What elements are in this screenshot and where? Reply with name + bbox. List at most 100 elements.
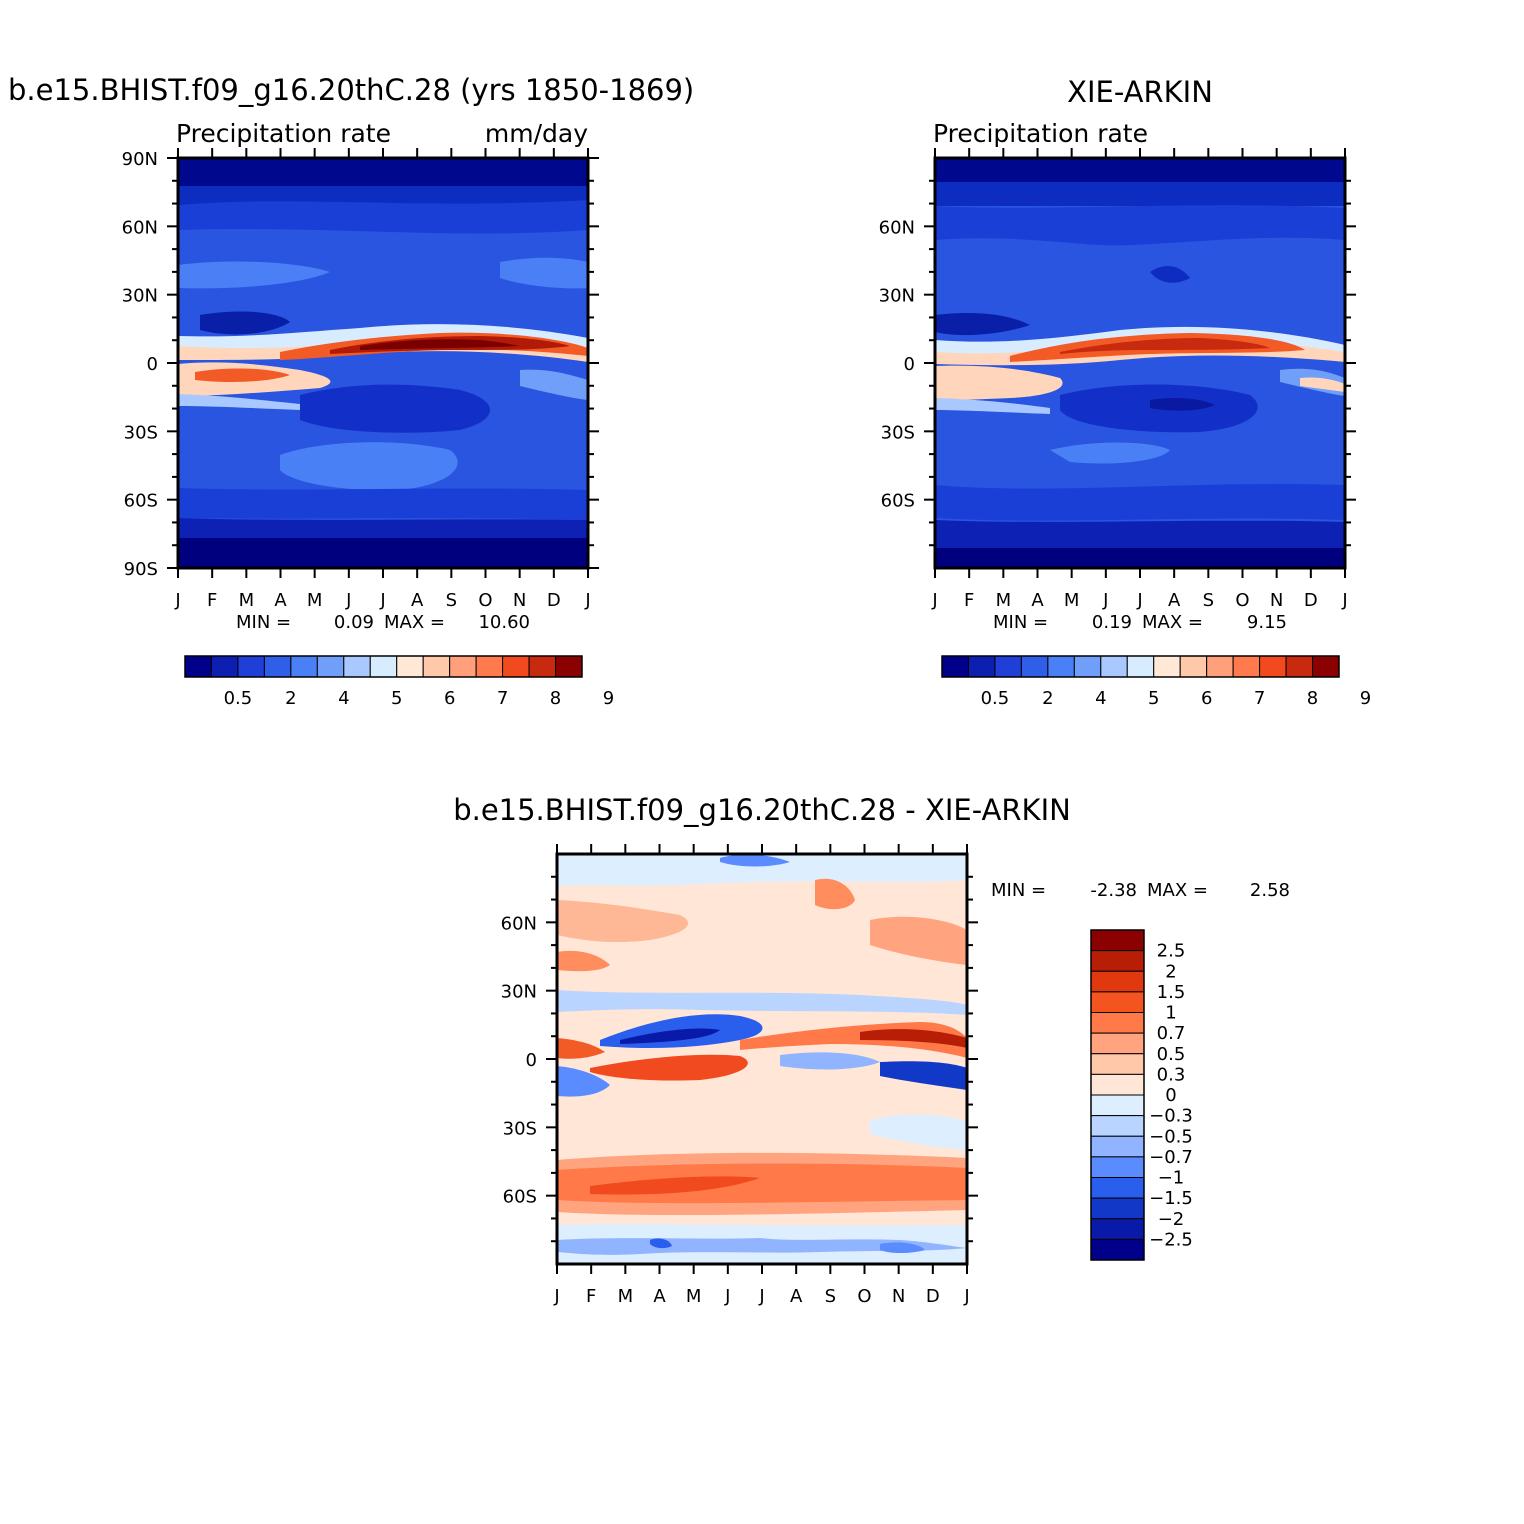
colorbar-label: 2 (1165, 961, 1176, 982)
y-tick-label: 60S (503, 1187, 537, 1208)
colorbar-swatch (1090, 1053, 1145, 1075)
colorbar-swatch (1090, 950, 1145, 972)
colorbar-label: 4 (1095, 688, 1106, 709)
x-tick-label: S (825, 1286, 836, 1307)
colorbar-swatch (1232, 655, 1261, 678)
model-colorbar: 0.5 2 4 5 6 7 8 9 (184, 655, 614, 709)
colorbar-swatch (343, 655, 371, 678)
x-tick-label: J (963, 1286, 969, 1307)
y-tick-label: 60N (501, 913, 537, 934)
obs-colorbar: 0.5 2 4 5 6 7 8 9 (941, 655, 1371, 709)
diff-stats: MIN = -2.38 MAX = 2.58 (991, 880, 1290, 901)
diff-title: b.e15.BHIST.f09_g16.20thC.28 - XIE-ARKIN (453, 793, 1071, 827)
colorbar-frame (941, 655, 1340, 678)
colorbar-swatch (1047, 655, 1075, 678)
model-subtitle-left: Precipitation rate (176, 119, 391, 148)
x-tick-label: J (553, 1286, 559, 1307)
x-tick-label: J (584, 590, 590, 611)
obs-max-label: MAX = (1142, 612, 1203, 633)
model-subtitle-right: mm/day (485, 119, 588, 148)
x-tick-label: O (857, 1286, 871, 1307)
diff-max-label: MAX = (1147, 880, 1208, 901)
x-tick-label: A (1031, 590, 1044, 611)
x-tick-label: A (1168, 590, 1181, 611)
panel-model: b.e15.BHIST.f09_g16.20thC.28 (yrs 1850-1… (8, 73, 694, 709)
colorbar-label: 6 (1201, 688, 1212, 709)
colorbar-swatch (1259, 655, 1287, 678)
colorbar-swatch (1020, 655, 1049, 678)
colorbar-label: 0.5 (1157, 1044, 1186, 1065)
colorbar-label: −2.5 (1149, 1229, 1193, 1250)
colorbar-label: 6 (444, 688, 455, 709)
colorbar-swatch (1090, 1177, 1145, 1199)
y-tick-label: 30N (501, 982, 537, 1003)
colorbar-swatch (1179, 655, 1208, 678)
y-tick-label: 30N (122, 286, 158, 307)
colorbar-label: −0.7 (1149, 1147, 1193, 1168)
x-tick-label: M (686, 1286, 702, 1307)
colorbar-swatch (475, 655, 504, 678)
model-max-value: 10.60 (478, 612, 530, 633)
y-tick-label: 30S (503, 1118, 537, 1139)
colorbar-swatch (1090, 1073, 1145, 1096)
colorbar-label: 0 (1165, 1085, 1176, 1106)
diff-colorbar: 2.521.510.70.50.30−0.3−0.5−0.7−1−1.5−2−2… (1090, 929, 1193, 1261)
colorbar-swatch (1090, 970, 1145, 993)
colorbar-frame (184, 655, 583, 678)
colorbar-swatch (1090, 1012, 1145, 1034)
colorbar-swatch (184, 655, 212, 678)
obs-subtitle-left: Precipitation rate (933, 119, 1148, 148)
colorbar-label: 8 (1307, 688, 1318, 709)
colorbar-swatch (316, 655, 345, 678)
colorbar-label: −1.5 (1149, 1188, 1193, 1209)
colorbar-swatch (1090, 1094, 1145, 1117)
obs-stats: MIN = 0.19 MAX = 9.15 (993, 612, 1287, 633)
colorbar-label: −1 (1158, 1168, 1185, 1189)
colorbar-label: 5 (1148, 688, 1159, 709)
model-stats: MIN = 0.09 MAX = 10.60 (236, 612, 530, 633)
x-tick-label: O (1235, 590, 1249, 611)
x-tick-label: A (411, 590, 424, 611)
obs-min-value: 0.19 (1092, 612, 1132, 633)
obs-min-label: MIN = (993, 612, 1048, 633)
obs-plot-field (935, 158, 1345, 568)
diff-min-value: -2.38 (1090, 880, 1137, 901)
colorbar-swatch (1090, 991, 1145, 1013)
colorbar-label: 2 (285, 688, 296, 709)
y-tick-label: 30N (879, 286, 915, 307)
colorbar-label: 8 (550, 688, 561, 709)
x-tick-label: J (379, 590, 385, 611)
colorbar-swatch (555, 655, 583, 678)
diff-min-label: MIN = (991, 880, 1046, 901)
x-tick-label: M (1064, 590, 1080, 611)
x-tick-label: N (1270, 590, 1283, 611)
x-tick-label: S (1203, 590, 1214, 611)
colorbar-swatch (210, 655, 239, 678)
colorbar-swatch (1090, 1156, 1145, 1178)
y-tick-label: 0 (904, 354, 915, 375)
y-tick-label: 60N (122, 217, 158, 238)
colorbar-swatch (994, 655, 1022, 678)
colorbar-swatch (422, 655, 451, 678)
colorbar-label: 9 (1360, 688, 1371, 709)
x-tick-label: J (1341, 590, 1347, 611)
model-min-label: MIN = (236, 612, 291, 633)
y-tick-label: 90S (124, 559, 158, 580)
y-tick-label: 0 (526, 1050, 537, 1071)
panel-obs: XIE-ARKIN Precipitation rate J F (879, 75, 1372, 709)
colorbar-swatch (1090, 1115, 1145, 1137)
y-tick-label: 30S (124, 422, 158, 443)
x-tick-label: N (892, 1286, 905, 1307)
x-tick-label: A (274, 590, 287, 611)
colorbar-swatch (1285, 655, 1314, 678)
colorbar-swatch (1090, 1135, 1145, 1158)
x-tick-label: D (1304, 590, 1318, 611)
y-tick-label: 60S (124, 491, 158, 512)
colorbar-swatch (502, 655, 530, 678)
colorbar-swatch (1073, 655, 1102, 678)
model-min-value: 0.09 (334, 612, 374, 633)
x-tick-label: J (1136, 590, 1142, 611)
